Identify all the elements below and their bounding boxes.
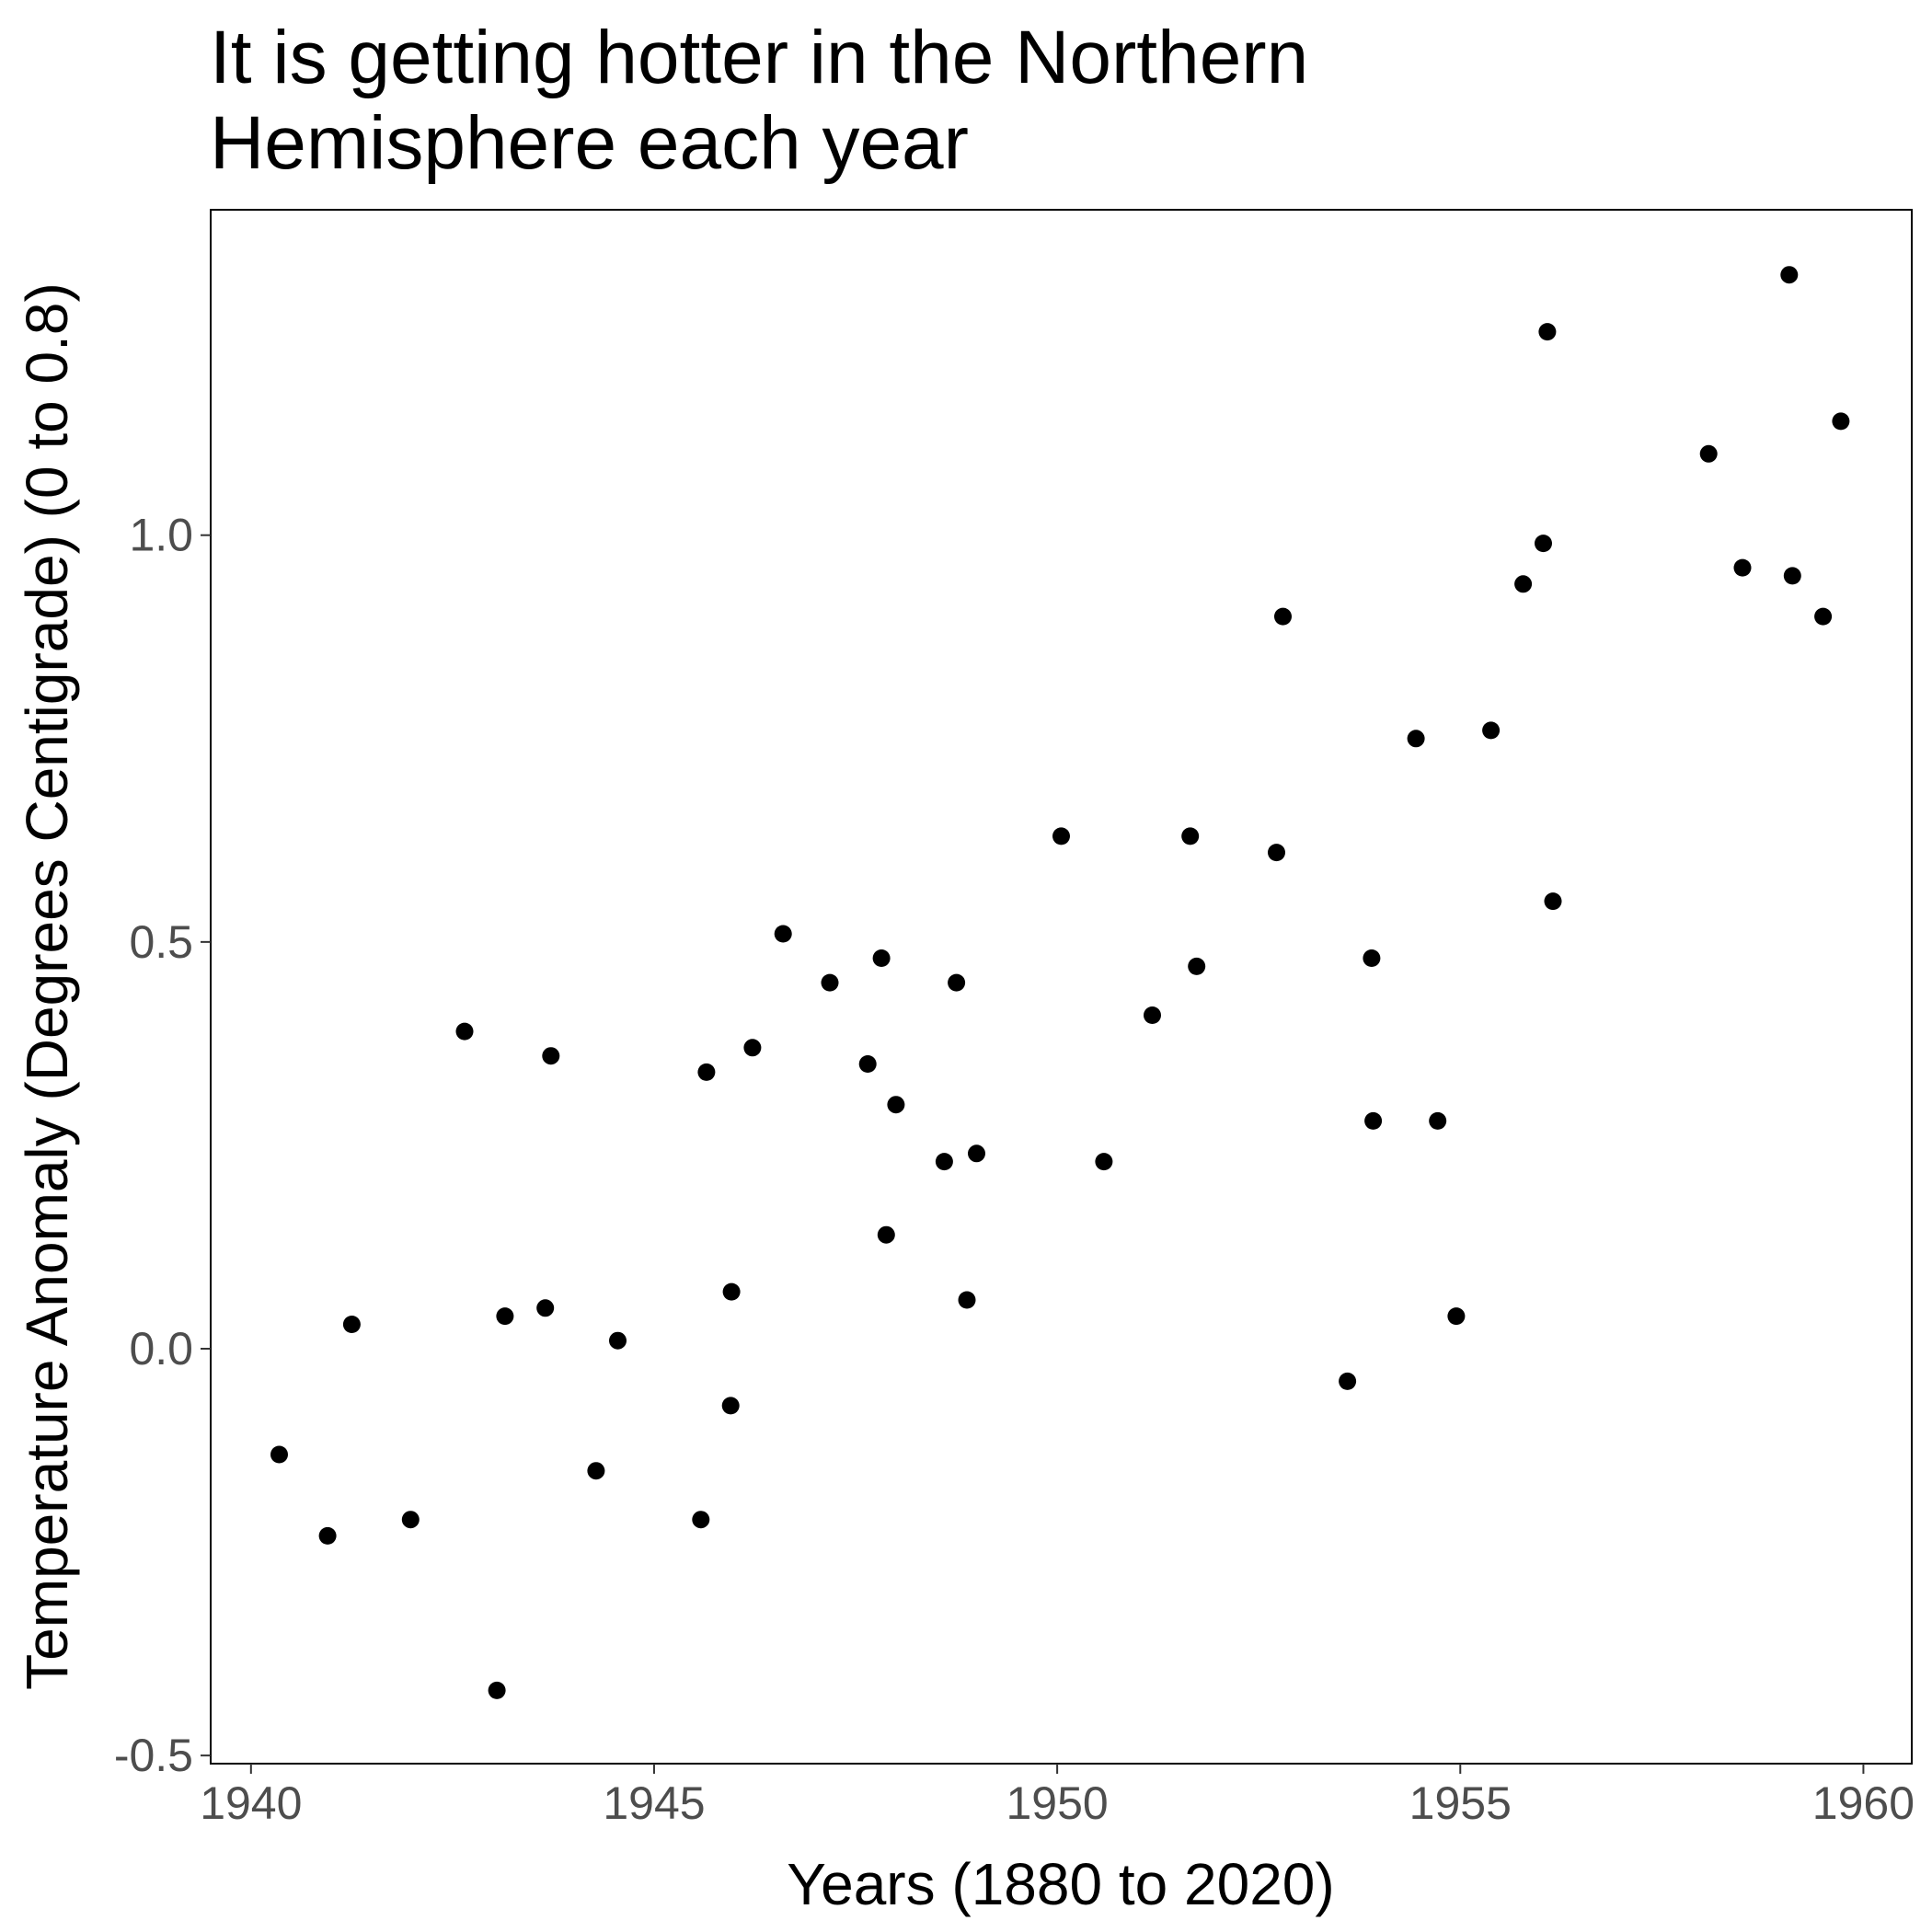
data-point	[968, 1144, 985, 1163]
data-point	[1832, 412, 1850, 431]
x-axis: 1940 1945 1950 1955 1960	[200, 1764, 1915, 1829]
data-point	[743, 1039, 762, 1057]
data-point	[858, 1055, 877, 1073]
data-point	[1188, 957, 1206, 975]
data-point	[1783, 567, 1801, 585]
points-layer	[270, 266, 1850, 1699]
data-point	[1181, 827, 1200, 845]
data-point	[958, 1291, 976, 1309]
plot-panel	[210, 209, 1913, 1765]
x-tick-label: 1955	[1409, 1777, 1512, 1829]
data-point	[1274, 607, 1292, 626]
data-point	[1544, 892, 1562, 911]
data-point	[1535, 535, 1552, 553]
data-point	[542, 1047, 560, 1065]
data-point	[1733, 558, 1752, 577]
chart-title-line-2: Hemisphere each year	[210, 101, 969, 185]
data-point	[1482, 721, 1501, 740]
chart-title-line-1: It is getting hotter in the Northern	[210, 16, 1308, 99]
data-point	[318, 1526, 337, 1545]
x-tick-label: 1950	[1006, 1777, 1109, 1829]
data-point	[270, 1445, 288, 1464]
data-point	[692, 1511, 710, 1529]
data-point	[721, 1397, 740, 1415]
data-point	[1052, 827, 1070, 845]
data-point	[1514, 575, 1533, 593]
data-point	[488, 1681, 506, 1699]
y-tick-label: 0.0	[129, 1323, 193, 1374]
data-point	[774, 925, 792, 943]
data-point	[887, 1096, 905, 1114]
y-axis: -0.5 0.0 0.5 1.0	[114, 510, 211, 1781]
data-point	[877, 1225, 895, 1244]
data-point	[1538, 323, 1557, 341]
x-tick-label: 1945	[603, 1777, 705, 1829]
data-point	[1339, 1372, 1357, 1390]
data-point	[872, 949, 891, 967]
data-point	[1095, 1153, 1113, 1171]
data-point	[342, 1316, 361, 1333]
data-point	[1363, 949, 1381, 967]
data-point	[1814, 607, 1833, 626]
data-point	[935, 1153, 953, 1171]
x-axis-title: Years (1880 to 2020)	[787, 1851, 1334, 1917]
data-point	[1364, 1111, 1383, 1130]
data-point	[587, 1462, 605, 1480]
x-tick-label: 1940	[200, 1777, 302, 1829]
data-point	[722, 1282, 741, 1301]
data-point	[609, 1331, 627, 1350]
data-point	[948, 973, 966, 992]
y-axis-title: Temperature Anomaly (Degrees Centigrade)…	[14, 282, 80, 1690]
data-point	[455, 1022, 474, 1041]
data-point	[1407, 730, 1425, 748]
y-tick-label: -0.5	[114, 1730, 193, 1781]
data-point	[536, 1299, 555, 1317]
y-tick-label: 0.5	[129, 916, 193, 968]
data-point	[821, 973, 839, 992]
data-point	[1699, 444, 1718, 463]
data-point	[1144, 1006, 1161, 1024]
data-point	[496, 1307, 514, 1326]
y-tick-label: 1.0	[129, 510, 193, 561]
data-point	[1268, 844, 1285, 862]
data-point	[1429, 1111, 1447, 1130]
x-tick-label: 1960	[1812, 1777, 1915, 1829]
data-point	[401, 1511, 420, 1529]
data-point	[1780, 266, 1799, 284]
data-point	[1447, 1307, 1466, 1326]
data-point	[697, 1063, 716, 1081]
